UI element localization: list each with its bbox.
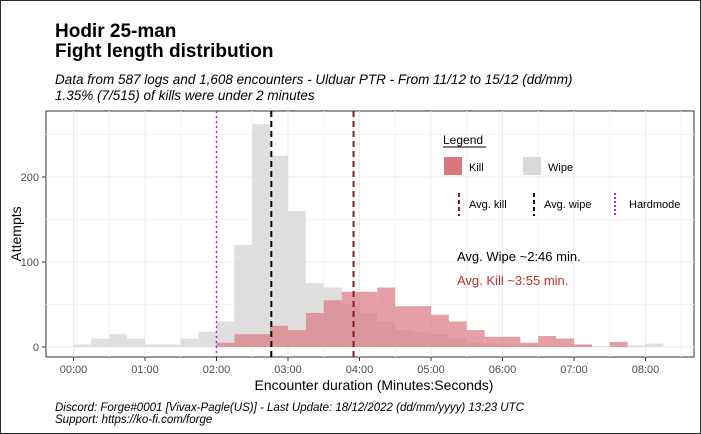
bar-kill	[466, 330, 485, 347]
bar-kill	[574, 344, 592, 347]
bar-kill	[413, 306, 431, 347]
legend-label-hardmode: Hardmode	[629, 199, 680, 211]
x-tick-label: 04:00	[346, 364, 374, 376]
bar-kill	[377, 287, 396, 347]
bar-kill	[520, 342, 539, 347]
bar-wipe	[270, 155, 288, 347]
chart-title-line2: Fight length distribution	[55, 41, 274, 62]
x-tick-label: 01:00	[131, 364, 159, 376]
legend-title: Legend	[443, 133, 483, 147]
legend-label-kill: Kill	[469, 162, 484, 174]
bar-kill	[538, 335, 557, 347]
bar-wipe	[162, 344, 181, 347]
bar-wipe	[591, 346, 610, 347]
bar-kill	[305, 313, 324, 347]
bar-kill	[323, 300, 342, 347]
legend-key-kill	[444, 157, 462, 175]
x-tick-label: 02:00	[203, 364, 231, 376]
bar-kill	[216, 342, 235, 347]
chart-subtitle-line1: Data from 587 logs and 1,608 encounters …	[55, 72, 573, 87]
y-tick-label: 200	[21, 172, 39, 184]
x-tick-label: 00:00	[60, 364, 88, 376]
bar-kill	[270, 325, 288, 347]
bar-kill	[288, 330, 306, 347]
axes: 00:00 01:00 02:00 03:00 04:00 05:00 06:00 07:00…	[21, 172, 660, 376]
bar-kill	[484, 336, 503, 347]
bar-kill	[341, 291, 360, 347]
legend-key-wipe	[523, 157, 541, 175]
bar-kill	[502, 336, 521, 347]
bar-kill	[395, 306, 414, 347]
annotation-avg-kill: Avg. Kill ~3:55 min.	[457, 273, 568, 288]
bar-wipe	[127, 338, 145, 347]
bar-kill	[431, 314, 449, 347]
bar-kill	[556, 338, 574, 347]
legend-label-avg-kill: Avg. kill	[469, 199, 507, 211]
bar-wipe	[288, 211, 306, 347]
x-tick-label: 08:00	[632, 364, 660, 376]
chart-title-line1: Hodir 25-man	[55, 21, 177, 42]
bar-wipe	[252, 124, 271, 347]
y-tick-label: 100	[21, 257, 39, 269]
chart-subtitle-line2: 1.35% (7/515) of kills were under 2 minu…	[55, 88, 315, 103]
annotation-avg-wipe: Avg. Wipe ~2:46 min.	[457, 249, 581, 264]
legend: Legend Kill Wipe Avg. kill Avg. wipe Har…	[443, 133, 680, 216]
bar-wipe	[198, 331, 217, 347]
bar-kill	[359, 291, 378, 347]
x-axis-label: Encounter duration (Minutes:Seconds)	[255, 377, 494, 393]
bar-kill	[609, 341, 628, 347]
bar-wipe	[645, 343, 664, 347]
legend-label-wipe: Wipe	[548, 162, 573, 174]
y-tick-label: 0	[33, 342, 39, 354]
bar-wipe	[180, 338, 199, 347]
bar-wipe	[145, 344, 163, 347]
bars	[73, 124, 664, 347]
footer-line2: Support: https://ko-fi.com/forge	[55, 414, 213, 426]
bar-wipe	[109, 334, 128, 347]
legend-label-avg-wipe: Avg. wipe	[544, 199, 592, 211]
bar-wipe	[73, 344, 92, 347]
bar-kill	[234, 334, 253, 347]
x-tick-label: 06:00	[489, 364, 517, 376]
bar-wipe	[627, 345, 646, 347]
x-tick-label: 03:00	[274, 364, 302, 376]
bar-kill	[252, 334, 271, 347]
footer-line1: Discord: Forge#0001 [Vivax-Pagle(US)] - …	[55, 402, 524, 414]
bar-kill	[448, 321, 467, 347]
bar-wipe	[234, 245, 253, 347]
average-lines	[215, 111, 355, 357]
x-tick-label: 07:00	[560, 364, 588, 376]
bar-wipe	[91, 338, 110, 347]
bar-wipe	[216, 321, 235, 347]
x-tick-label: 05:00	[417, 364, 445, 376]
y-axis-label: Attempts	[8, 206, 24, 261]
